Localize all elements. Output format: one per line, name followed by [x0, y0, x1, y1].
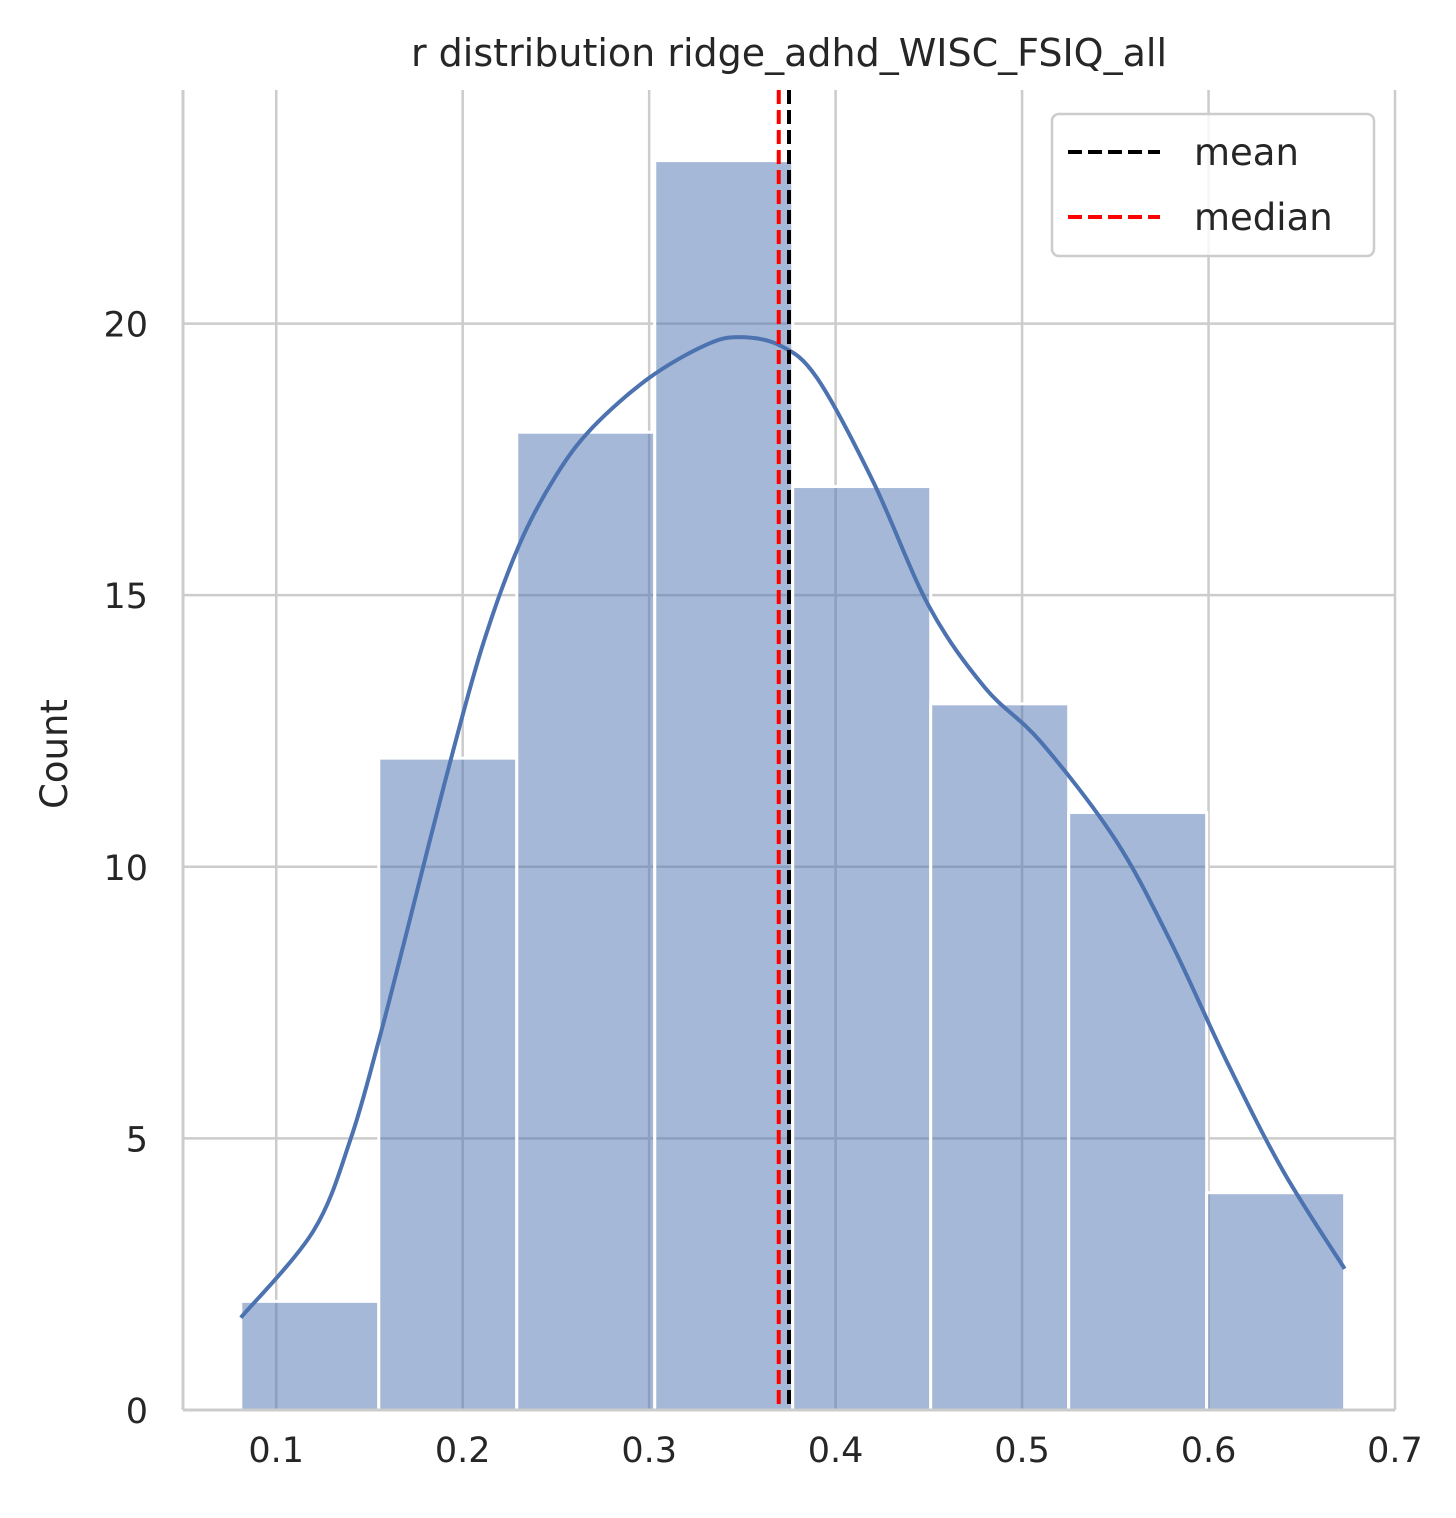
kde-layer	[239, 335, 1347, 1319]
histogram-bar	[791, 485, 933, 1412]
histogram-bar	[515, 430, 657, 1412]
kde-curve	[239, 335, 1347, 1319]
histogram-bar	[653, 159, 795, 1412]
legend: mean median	[1050, 112, 1376, 258]
y-axis-label: Count	[33, 699, 76, 809]
legend-label-mean: mean	[1194, 131, 1299, 174]
reference-lines-layer	[776, 90, 791, 1410]
x-tick-label: 0.7	[1367, 1431, 1423, 1471]
x-tick-label: 0.1	[248, 1431, 304, 1471]
axes-spines	[181, 90, 1395, 1412]
histogram-bar	[1067, 810, 1209, 1412]
y-tick-label: 10	[103, 849, 148, 889]
histogram-bar	[1205, 1191, 1347, 1412]
x-tick-label: 0.6	[1181, 1431, 1237, 1471]
y-tick-label: 5	[126, 1120, 148, 1160]
histogram-bar	[929, 702, 1071, 1412]
x-tick-label: 0.3	[621, 1431, 677, 1471]
legend-box	[1050, 112, 1376, 258]
legend-label-median: median	[1194, 196, 1333, 239]
x-tick-label: 0.4	[808, 1431, 864, 1471]
x-tick-label: 0.2	[435, 1431, 491, 1471]
tick-labels-layer: 0.1 0.2 0.3 0.4 0.5 0.6 0.7 0 5 10 15 20	[103, 306, 1422, 1471]
x-tick-label: 0.5	[994, 1431, 1050, 1471]
y-tick-label: 20	[103, 306, 148, 346]
y-tick-label: 15	[103, 577, 148, 617]
y-tick-label: 0	[126, 1392, 148, 1432]
bar-layer	[239, 159, 1347, 1412]
histogram-bar	[377, 756, 519, 1412]
chart-title: r distribution ridge_adhd_WISC_FSIQ_all	[411, 31, 1167, 75]
histogram-bar	[239, 1299, 381, 1412]
